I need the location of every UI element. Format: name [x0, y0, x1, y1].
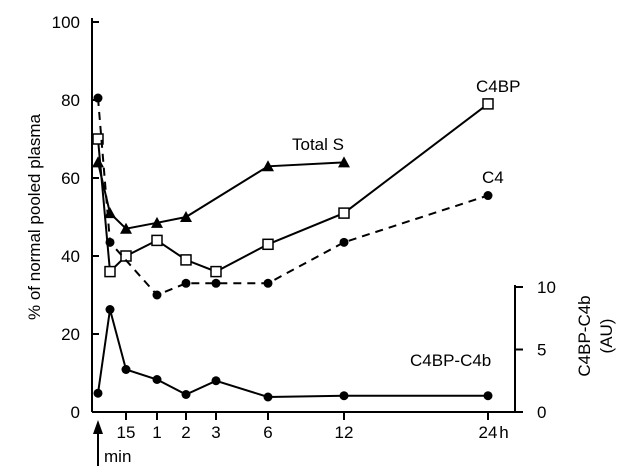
series-line-0: [97, 161, 345, 230]
data-point-circle: [211, 278, 221, 288]
x-start-label: min: [104, 447, 131, 466]
series-label: C4BP: [476, 77, 520, 96]
y-tick-label-right: 10: [537, 278, 556, 297]
series-label: Total S: [292, 135, 344, 154]
series-line-1: [97, 103, 489, 274]
x-tick-label: 1: [152, 423, 161, 442]
data-point-circle: [152, 290, 162, 300]
y-axis-title-left: % of normal pooled plasma: [25, 113, 44, 320]
start-arrow-head: [93, 420, 103, 434]
data-point-circle: [483, 191, 493, 201]
y-tick-label-left: 80: [61, 91, 80, 110]
x-tick-label: 6: [263, 423, 272, 442]
x-tick-label: 15: [117, 423, 136, 442]
data-point-circle: [105, 305, 115, 314]
data-point-square: [482, 98, 494, 110]
x-tick-label: 12: [335, 423, 354, 442]
data-point-square: [262, 238, 274, 251]
data-point-square: [104, 265, 116, 278]
data-point-triangle: [180, 211, 192, 222]
y-tick-label-left: 60: [61, 169, 80, 188]
x-tick-label: 2: [181, 423, 190, 442]
y-tick-label-left: 20: [61, 325, 80, 344]
data-point-square: [210, 265, 222, 278]
data-point-circle: [339, 391, 349, 401]
data-point-circle: [339, 237, 349, 247]
y-tick-label-right: 5: [537, 341, 546, 360]
data-point-triangle: [151, 216, 163, 228]
series-layer: [92, 93, 494, 402]
data-point-circle: [483, 391, 493, 401]
y-tick-label-left: 40: [61, 247, 80, 266]
data-point-circle: [263, 392, 273, 402]
y-tick-label-right: 0: [537, 403, 546, 422]
data-point-triangle: [120, 222, 132, 234]
data-point-circle: [152, 375, 162, 384]
series-line-2: [97, 97, 489, 297]
series-label: C4BP-C4b: [410, 351, 491, 370]
x-tick-label: 24: [479, 423, 498, 442]
y-tick-label-left: 100: [52, 13, 80, 32]
data-point-square: [338, 207, 350, 219]
data-point-circle: [93, 388, 103, 398]
data-point-circle: [93, 93, 103, 103]
data-point-circle: [181, 390, 191, 399]
data-point-square: [180, 254, 192, 266]
data-point-triangle: [262, 160, 274, 172]
data-point-triangle: [338, 156, 350, 168]
data-point-square: [92, 133, 104, 145]
series-label: C4: [482, 168, 504, 187]
data-point-square: [151, 234, 163, 247]
data-point-circle: [211, 376, 221, 386]
x-tick-label: 3: [211, 423, 220, 442]
data-point-circle: [263, 278, 273, 288]
data-point-circle: [121, 365, 131, 374]
y-axis-title-right: C4BP-C4b: [575, 295, 594, 376]
y-tick-label-left: 0: [71, 403, 80, 422]
data-point-circle: [181, 278, 191, 288]
x-unit-label: h: [499, 423, 508, 442]
y-axis-title-right-unit: (AU): [597, 319, 616, 354]
data-point-circle: [105, 237, 115, 247]
